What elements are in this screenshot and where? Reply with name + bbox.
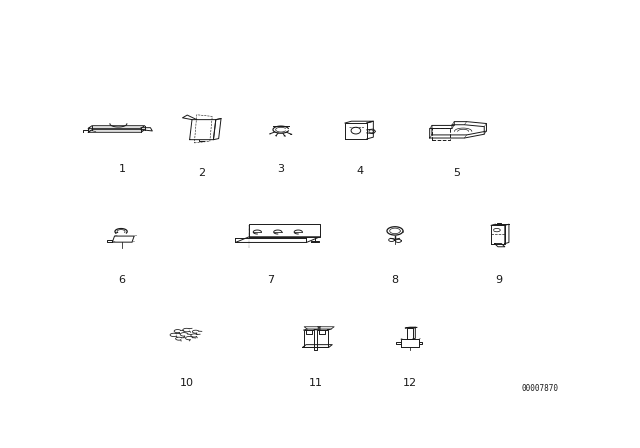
Text: 1: 1 [118,164,125,174]
Text: 9: 9 [495,275,502,285]
Text: 10: 10 [180,378,194,388]
Text: 6: 6 [118,275,125,285]
Text: 12: 12 [403,378,417,388]
Text: 2: 2 [198,168,205,178]
Text: 4: 4 [356,166,364,176]
Text: 5: 5 [454,168,460,178]
Text: 3: 3 [277,164,284,174]
Text: 00007870: 00007870 [522,383,559,392]
Text: 8: 8 [392,275,399,285]
Text: 11: 11 [308,378,323,388]
Text: 7: 7 [268,275,275,285]
